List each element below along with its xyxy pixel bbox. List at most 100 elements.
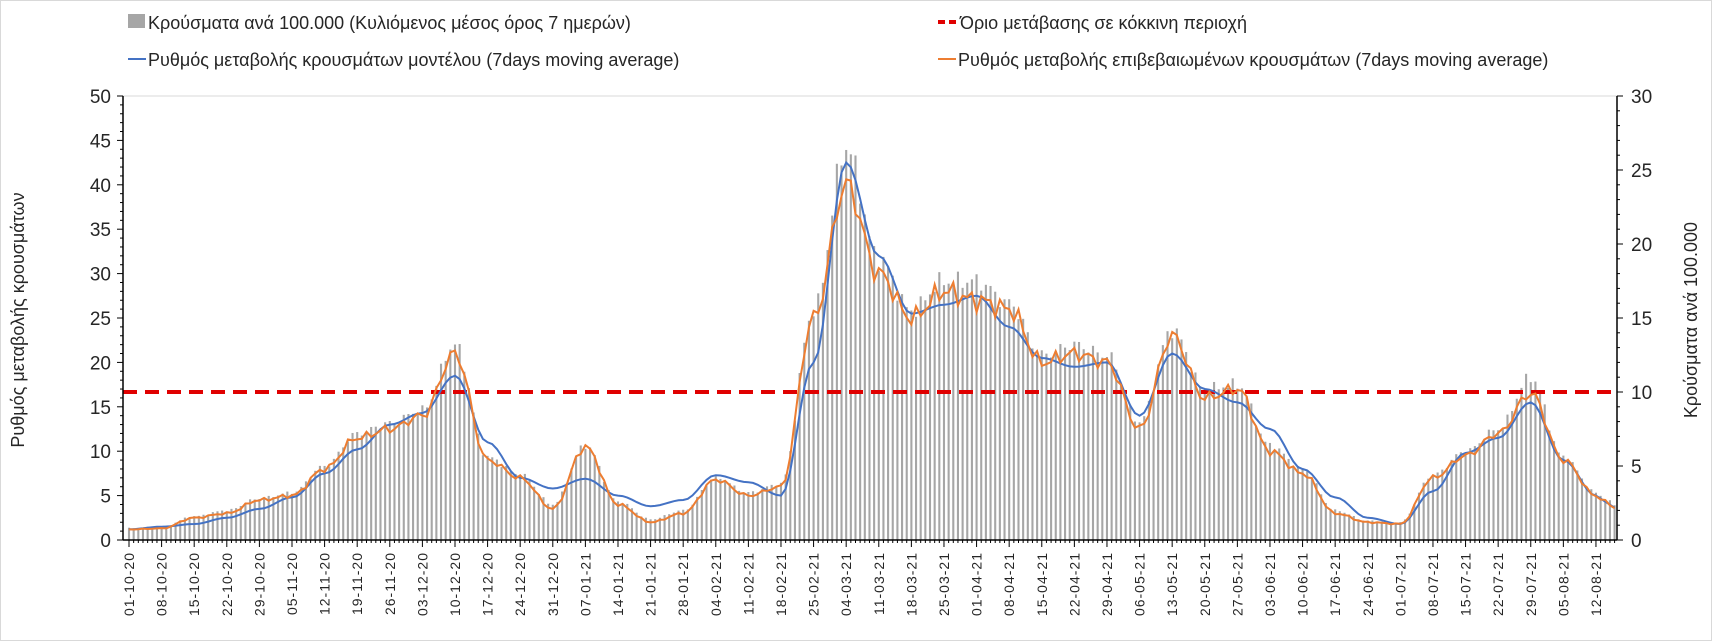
- right-tick-label: 5: [1631, 457, 1642, 478]
- bar-cases-per-100k: [1543, 404, 1546, 540]
- bar-cases-per-100k: [882, 256, 885, 540]
- bar-cases-per-100k: [332, 458, 335, 540]
- bar-cases-per-100k: [1213, 381, 1216, 540]
- bar-cases-per-100k: [770, 484, 773, 540]
- bar-cases-per-100k: [1455, 454, 1458, 540]
- bar-cases-per-100k: [281, 493, 284, 540]
- bar-cases-per-100k: [1562, 455, 1565, 540]
- bar-cases-per-100k: [146, 526, 149, 540]
- bar-cases-per-100k: [1189, 372, 1192, 540]
- bar-cases-per-100k: [295, 491, 298, 540]
- bar-cases-per-100k: [668, 514, 671, 540]
- bar-cases-per-100k: [910, 310, 913, 540]
- x-tick-label: 31-12-20: [545, 552, 561, 616]
- x-tick-label: 29-10-20: [251, 552, 267, 616]
- bar-cases-per-100k: [151, 527, 154, 540]
- bar-cases-per-100k: [966, 282, 969, 540]
- bar-cases-per-100k: [379, 428, 382, 540]
- bar-cases-per-100k: [169, 525, 172, 540]
- bar-cases-per-100k: [1385, 521, 1388, 540]
- bar-cases-per-100k: [193, 516, 196, 540]
- bar-cases-per-100k: [1431, 475, 1435, 540]
- bar-cases-per-100k: [728, 483, 731, 540]
- legend: Κρούσματα ανά 100.000 (Κυλιόμενος μέσος …: [128, 13, 1548, 70]
- bar-cases-per-100k: [919, 296, 922, 540]
- bar-cases-per-100k: [1310, 478, 1313, 540]
- bar-cases-per-100k: [612, 498, 615, 540]
- bar-cases-per-100k: [751, 491, 755, 540]
- bar-cases-per-100k: [1552, 441, 1556, 540]
- x-tick-label: 24-12-20: [512, 552, 528, 616]
- x-tick-label: 22-07-21: [1490, 552, 1506, 616]
- left-tick-label: 30: [90, 265, 111, 286]
- bar-cases-per-100k: [155, 526, 158, 540]
- bar-cases-per-100k: [1511, 411, 1514, 540]
- x-tick-label: 17-06-21: [1327, 552, 1343, 616]
- bar-cases-per-100k: [984, 284, 987, 540]
- bar-cases-per-100k: [1403, 519, 1407, 540]
- bar-cases-per-100k: [798, 373, 801, 540]
- bar-cases-per-100k: [1031, 348, 1034, 540]
- bar-cases-per-100k: [747, 492, 750, 540]
- left-tick-label: 5: [100, 487, 111, 508]
- bar-cases-per-100k: [393, 423, 396, 540]
- bar-cases-per-100k: [286, 491, 289, 540]
- right-tick-label: 25: [1631, 161, 1652, 182]
- bar-cases-per-100k: [188, 517, 191, 540]
- left-tick-label: 40: [90, 176, 111, 197]
- bar-cases-per-100k: [556, 501, 559, 540]
- bar-cases-per-100k: [1194, 372, 1197, 540]
- bar-cases-per-100k: [356, 432, 359, 540]
- bar-cases-per-100k: [1613, 505, 1616, 540]
- x-tick-label: 25-02-21: [806, 552, 822, 616]
- bar-cases-per-100k: [696, 496, 699, 540]
- bar-cases-per-100k: [859, 203, 862, 540]
- right-axis-title: Κρούσματα ανά 100.000: [1681, 222, 1701, 418]
- x-tick-label: 08-10-20: [154, 552, 170, 616]
- bar-cases-per-100k: [444, 360, 447, 540]
- bar-cases-per-100k: [877, 270, 880, 540]
- bar-cases-per-100k: [1348, 514, 1351, 540]
- bar-cases-per-100k: [1539, 391, 1542, 540]
- x-tick-label: 12-08-21: [1588, 552, 1604, 616]
- bar-cases-per-100k: [1459, 452, 1462, 540]
- bar-cases-per-100k: [1077, 341, 1081, 540]
- bar-cases-per-100k: [924, 300, 927, 540]
- bar-cases-per-100k: [1422, 482, 1425, 540]
- bar-cases-per-100k: [1273, 450, 1276, 540]
- x-tick-label: 14-01-21: [610, 552, 626, 616]
- bar-cases-per-100k: [412, 413, 415, 540]
- bar-cases-per-100k: [1306, 471, 1309, 540]
- bar-cases-per-100k: [1036, 355, 1039, 540]
- bar-cases-per-100k: [1282, 453, 1285, 540]
- x-tick-label: 21-01-21: [643, 552, 659, 616]
- bar-cases-per-100k: [1315, 483, 1318, 540]
- bar-cases-per-100k: [481, 455, 484, 540]
- bar-cases-per-100k: [402, 414, 405, 540]
- bar-cases-per-100k: [914, 316, 918, 540]
- bar-cases-per-100k: [463, 371, 466, 540]
- bar-cases-per-100k: [989, 285, 992, 540]
- bar-cases-per-100k: [1408, 513, 1411, 540]
- bar-cases-per-100k: [938, 272, 941, 540]
- bar-cases-per-100k: [863, 214, 866, 540]
- bar-cases-per-100k: [197, 515, 200, 540]
- bar-cases-per-100k: [253, 499, 256, 540]
- x-tick-label: 06-05-21: [1132, 552, 1148, 616]
- bar-cases-per-100k: [221, 510, 224, 540]
- bar-cases-per-100k: [1180, 339, 1183, 540]
- left-tick-label: 0: [100, 531, 111, 552]
- bar-cases-per-100k: [202, 514, 205, 540]
- bar-cases-per-100k: [258, 499, 261, 540]
- bar-cases-per-100k: [1301, 468, 1304, 540]
- bar-cases-per-100k: [710, 479, 713, 540]
- bar-cases-per-100k: [840, 165, 843, 540]
- bar-cases-per-100k: [663, 515, 666, 540]
- bar-cases-per-100k: [235, 508, 238, 540]
- bar-cases-per-100k: [505, 465, 508, 540]
- bar-cases-per-100k: [1371, 520, 1374, 540]
- bar-cases-per-100k: [1478, 443, 1481, 540]
- bar-cases-per-100k: [784, 474, 787, 540]
- bar-cases-per-100k: [561, 491, 564, 540]
- right-tick-label: 15: [1631, 309, 1652, 330]
